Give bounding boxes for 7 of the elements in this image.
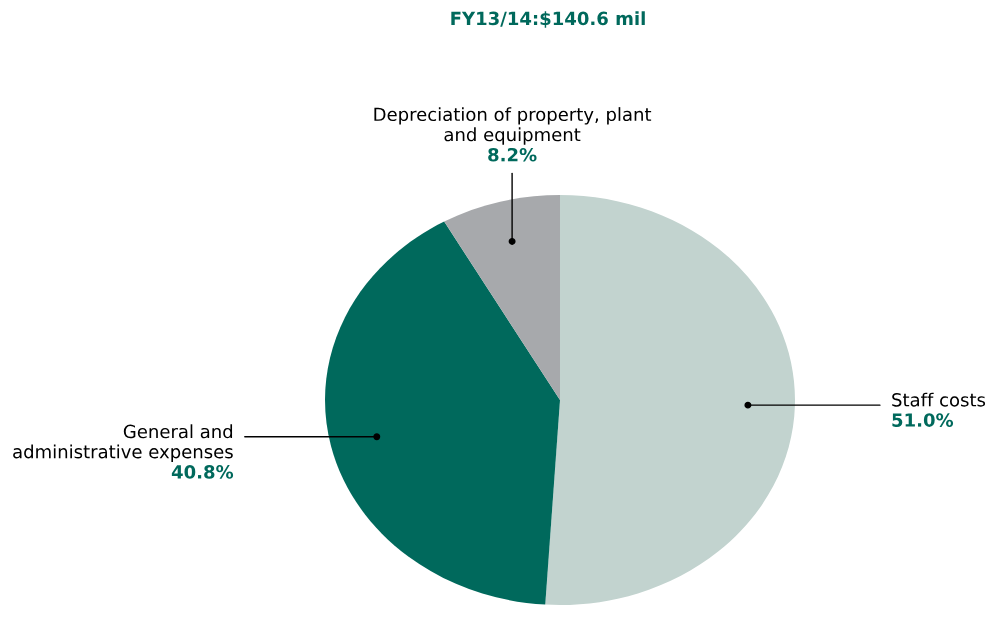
data-label: 40.8% (171, 465, 234, 479)
slice-label: Depreciation of property, plant and equipment (374, 107, 652, 145)
chart-title: FY13/14:$140.6 mil (451, 11, 645, 28)
data-label: 8.2% (488, 147, 537, 162)
data-label: 51.0% (892, 413, 954, 427)
slice-label: General and administrative expenses (13, 424, 233, 462)
slice-label: Staff costs (892, 392, 986, 407)
